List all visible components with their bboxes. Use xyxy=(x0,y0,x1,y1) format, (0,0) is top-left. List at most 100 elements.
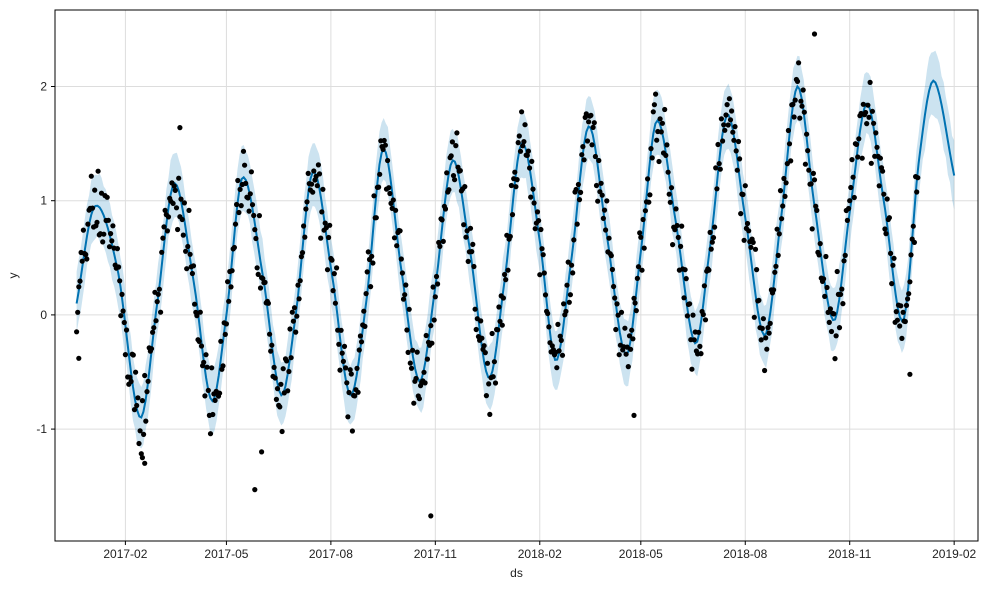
y-tick-label: 2 xyxy=(40,80,47,94)
y-tick-label: -1 xyxy=(36,422,47,436)
observed-point xyxy=(798,98,804,104)
observed-point xyxy=(286,368,292,375)
observed-point xyxy=(428,323,434,329)
observed-point xyxy=(772,269,778,275)
observed-point xyxy=(629,327,635,333)
observed-point xyxy=(528,194,534,200)
x-axis-ticks: 2017-02 2017-05 2017-08 2017-11 2018-02 2018-… xyxy=(103,541,977,561)
observed-point xyxy=(337,367,343,373)
observed-point xyxy=(394,243,400,249)
observed-point xyxy=(538,226,544,233)
observed-point xyxy=(764,346,770,352)
observed-point xyxy=(709,239,715,245)
observed-point xyxy=(742,183,748,189)
observed-point xyxy=(678,243,684,249)
observed-point xyxy=(763,335,769,341)
observed-point xyxy=(751,314,757,320)
observed-point xyxy=(274,386,281,392)
observed-point xyxy=(486,381,492,387)
observed-point xyxy=(785,127,792,134)
observed-point xyxy=(243,180,249,186)
observed-point xyxy=(696,329,702,335)
x-tick-label: 2018-05 xyxy=(619,547,663,561)
observed-point xyxy=(371,193,377,199)
observed-point xyxy=(176,175,182,181)
observed-point xyxy=(615,312,621,318)
observed-point xyxy=(512,169,518,175)
observed-point xyxy=(481,343,487,349)
observed-point xyxy=(349,428,355,434)
observed-point xyxy=(734,167,740,173)
observed-point xyxy=(358,339,365,345)
observed-point xyxy=(260,275,266,282)
observed-point xyxy=(201,359,207,365)
observed-point xyxy=(907,279,913,285)
observed-point xyxy=(612,295,618,301)
observed-point xyxy=(646,199,652,205)
observed-point xyxy=(596,157,602,164)
observed-point xyxy=(555,321,561,327)
observed-point xyxy=(570,270,576,276)
observed-point xyxy=(882,226,888,232)
observed-point xyxy=(196,338,202,344)
observed-point xyxy=(332,300,338,306)
observed-point xyxy=(746,228,752,234)
observed-point xyxy=(369,253,375,259)
observed-point xyxy=(100,239,106,245)
observed-point xyxy=(181,200,187,206)
observed-point xyxy=(94,219,100,225)
y-axis-title: y xyxy=(6,273,20,279)
observed-point xyxy=(499,322,505,328)
observed-point xyxy=(724,102,730,108)
observed-point xyxy=(589,142,595,148)
observed-point xyxy=(503,277,509,283)
observed-point xyxy=(114,246,120,252)
observed-point xyxy=(363,291,369,297)
observed-point xyxy=(519,109,525,115)
observed-point xyxy=(806,167,812,173)
observed-point xyxy=(584,138,591,144)
observed-point xyxy=(656,158,662,165)
observed-point xyxy=(914,189,920,195)
observed-point xyxy=(405,349,411,355)
observed-point xyxy=(400,296,407,302)
observed-point xyxy=(407,360,413,366)
observed-point xyxy=(645,176,651,182)
observed-point xyxy=(674,222,680,229)
observed-point xyxy=(288,355,294,361)
observed-point-outlier xyxy=(259,449,265,455)
observed-point xyxy=(826,319,832,325)
observed-point xyxy=(517,148,524,154)
observed-point xyxy=(339,350,345,356)
observed-point xyxy=(782,193,788,199)
observed-point xyxy=(613,326,619,333)
observed-point xyxy=(502,271,508,278)
observed-point xyxy=(569,262,575,268)
observed-point xyxy=(752,246,759,252)
observed-point xyxy=(649,155,655,161)
observed-point xyxy=(788,158,794,164)
observed-point xyxy=(212,397,218,403)
observed-point xyxy=(559,352,566,358)
observed-point xyxy=(430,284,436,290)
observed-point xyxy=(136,440,142,447)
observed-point xyxy=(269,342,275,348)
observed-point xyxy=(154,299,160,305)
observed-point xyxy=(109,238,115,244)
observed-point xyxy=(272,375,278,381)
y-tick-label: 0 xyxy=(40,308,47,322)
observed-point xyxy=(220,363,226,369)
observed-point xyxy=(849,157,855,163)
observed-point xyxy=(520,143,526,149)
observed-point xyxy=(637,230,643,236)
observed-point xyxy=(667,199,673,205)
observed-point xyxy=(403,282,409,288)
observed-point xyxy=(209,365,215,371)
observed-point xyxy=(490,374,496,380)
observed-point xyxy=(713,165,719,171)
observed-point xyxy=(255,271,261,277)
observed-point xyxy=(557,333,563,339)
observed-point xyxy=(898,303,904,309)
observed-point xyxy=(364,269,370,275)
observed-point xyxy=(908,252,914,258)
